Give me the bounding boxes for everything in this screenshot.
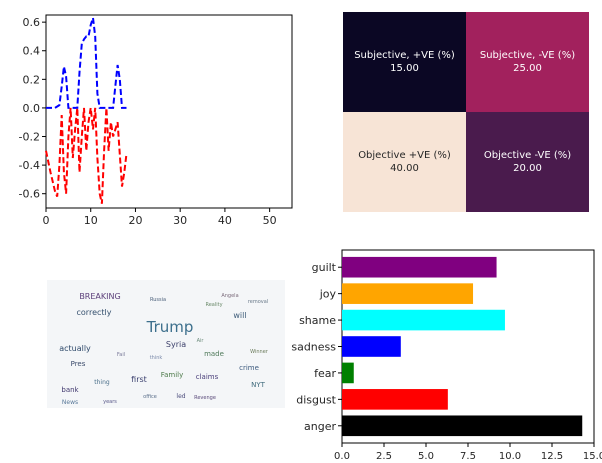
word-cloud-word: actually [59,344,91,353]
y-tick-label: 0.4 [23,45,41,58]
bar-category-label: anger [304,420,336,433]
bar-category-label: sadness [291,341,336,354]
y-tick-label: 0.0 [23,102,41,115]
heatmap-cell-label: Objective -VE (%) [484,150,571,161]
bar-anger [342,415,583,437]
word-cloud-background [47,280,285,408]
word-cloud-word: BREAKING [79,292,120,301]
y-tick-label: -0.4 [19,159,40,172]
heatmap-cell-label: Subjective, -VE (%) [480,50,575,61]
x-tick-label: 10.0 [499,451,521,462]
word-cloud-word: Fail [117,352,125,358]
bar-chart-x-ticks: 0.0 2.5 5.0 7.5 10.0 12.5 15.0 [334,443,602,462]
word-cloud-word: NYT [251,381,266,389]
word-cloud-word: Revenge [194,395,216,401]
word-cloud-word: thing [94,379,110,386]
heatmap-cell [466,12,589,112]
word-cloud-word: Family [161,371,184,379]
bar-category-label: fear [314,367,336,380]
word-cloud-word: correctly [77,308,112,317]
x-tick-label: 40 [218,214,232,227]
word-cloud-word: Pres [71,360,86,368]
line-chart-y-ticks: 0.6 0.4 0.2 0.0 -0.2 -0.4 -0.6 [19,16,46,201]
bar-chart-bars [342,256,583,437]
x-tick-label: 50 [263,214,277,227]
heatmap-cell-label: Subjective, +VE (%) [354,50,455,61]
heatmap-cell-value: 20.00 [513,163,542,174]
x-tick-label: 5.0 [418,451,434,462]
bar-sadness [342,336,401,357]
heatmap-cell-value: 15.00 [390,63,419,74]
word-cloud-word: will [233,311,246,320]
x-tick-label: 10 [84,214,98,227]
bar-shame [342,309,505,331]
y-tick-label: -0.6 [19,188,40,201]
word-cloud-word: years [103,399,117,405]
word-cloud-word: bank [61,386,79,394]
y-tick-label: -0.2 [19,131,40,144]
x-tick-label: 15.0 [583,451,602,462]
word-cloud-words: Trump BREAKING correctly actually Syria will m… [59,292,269,406]
x-tick-label: 20 [128,214,142,227]
heatmap-cell [466,112,589,212]
x-tick-label: 0 [43,214,50,227]
bar-category-label: shame [299,314,336,327]
line-chart-frame [45,14,293,209]
word-cloud-word: crime [239,364,259,372]
word-cloud-word: Reality [205,302,222,308]
heatmap-panel: Subjective, +VE (%) 15.00 Subjective, -VE … [343,12,589,212]
bar-chart-y-ticks: guilt joy shame sadness fear disgust anger [291,261,342,433]
word-cloud-word: Winner [250,349,269,355]
word-cloud-word: Trump [146,318,194,336]
word-cloud-word: Syria [166,340,186,349]
line-chart-panel: 0 10 20 30 40 50 0.6 0.4 0.2 0.0 -0.2 -0.4 -0.6 [19,14,293,227]
word-cloud-word: think [150,355,163,361]
line-series-1 [45,107,128,204]
y-tick-label: 0.6 [23,16,41,29]
x-tick-label: 7.5 [460,451,476,462]
word-cloud-word: Russia [150,297,166,303]
word-cloud-word: removal [248,299,268,305]
x-tick-label: 12.5 [541,451,563,462]
heatmap-cell [343,12,466,112]
x-tick-label: 2.5 [376,451,392,462]
bar-category-label: joy [319,288,337,301]
bar-fear [342,362,354,384]
x-tick-label: 0.0 [334,451,350,462]
line-chart-x-ticks: 0 10 20 30 40 50 [43,208,277,227]
bar-category-label: guilt [312,261,337,274]
bar-disgust [342,389,448,410]
heatmap-cell [343,112,466,212]
word-cloud-word: claims [196,373,219,381]
bar-joy [342,283,474,304]
line-series-0 [46,17,127,109]
word-cloud-word: Angela [221,293,238,299]
x-tick-label: 30 [173,214,187,227]
y-tick-label: 0.2 [23,73,41,86]
heatmap-cell-value: 40.00 [390,163,419,174]
word-cloud-panel: Trump BREAKING correctly actually Syria will m… [47,280,285,408]
word-cloud-word: first [131,375,147,384]
bar-category-label: disgust [296,393,336,406]
word-cloud-word: made [204,350,224,358]
word-cloud-word: led [176,393,185,400]
word-cloud-word: Air [197,338,205,344]
heatmap-cell-label: Objective +VE (%) [358,150,451,161]
bar-guilt [342,256,497,278]
word-cloud-word: News [62,399,78,406]
bar-chart-panel: guilt joy shame sadness fear disgust anger 0.0… [291,249,602,462]
heatmap-cell-value: 25.00 [513,63,542,74]
line-chart-series [45,17,128,204]
word-cloud-word: office [143,394,157,400]
